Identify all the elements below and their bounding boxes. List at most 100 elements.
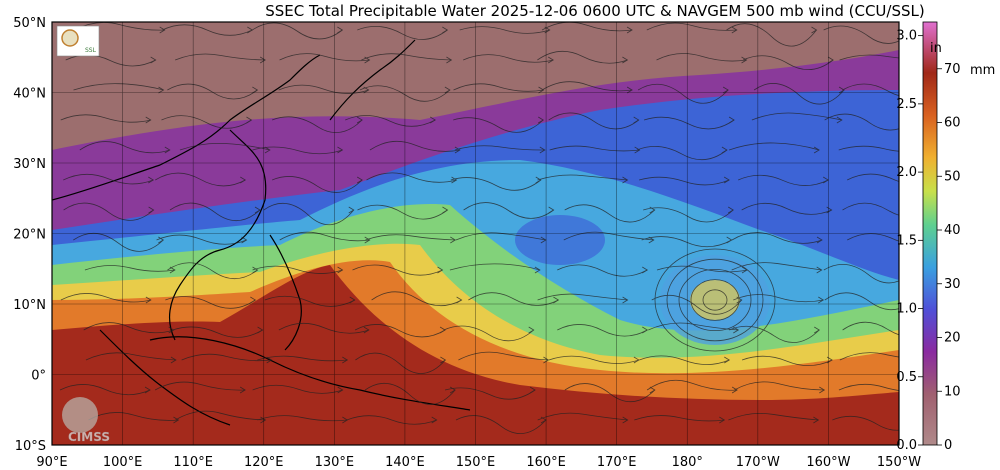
streamline <box>731 232 823 244</box>
streamline <box>179 142 271 151</box>
wind-arrow <box>539 146 546 154</box>
streamline <box>637 83 729 104</box>
streamline <box>79 141 170 154</box>
wind-arrow <box>547 56 554 64</box>
wind-arrow <box>622 56 629 64</box>
streamline <box>639 176 730 186</box>
streamline <box>352 264 443 276</box>
wind-arrow <box>649 386 656 394</box>
streamline <box>156 234 247 245</box>
wind-arrow <box>648 236 655 244</box>
streamline <box>842 202 899 216</box>
colorbar-gradient <box>922 21 938 446</box>
wind-arrow <box>264 146 271 154</box>
wind-arrow <box>633 116 640 124</box>
wind-arrow <box>337 386 344 394</box>
wind-arrow <box>252 86 259 94</box>
streamline <box>63 173 154 185</box>
wind-arrow <box>440 356 447 364</box>
streamline <box>181 353 272 362</box>
wind-arrow <box>538 116 545 124</box>
wind-arrow <box>819 386 826 394</box>
inch-ticks: 3.0 2.5 2.0 1.5 1.0 0.5 0.0 <box>896 29 923 453</box>
inch-tick: 0.5 <box>896 370 917 385</box>
streamline <box>842 83 899 97</box>
streamline <box>839 352 899 361</box>
wind-arrow <box>553 296 560 304</box>
wind-arrow <box>349 296 356 304</box>
streamline <box>643 207 734 223</box>
lon-label: 160°E <box>526 455 566 470</box>
wind-arrow <box>148 206 155 214</box>
streamline <box>264 295 355 307</box>
streamline <box>643 116 735 130</box>
wind-arrow <box>150 56 157 64</box>
streamline <box>741 355 833 366</box>
wind-arrow <box>337 266 344 274</box>
wind-arrow <box>634 146 641 154</box>
wind-arrow <box>816 236 823 244</box>
streamline <box>252 384 343 394</box>
streamline <box>541 22 633 32</box>
streamline <box>729 325 820 343</box>
streamline <box>59 384 151 396</box>
wind-arrow <box>356 116 363 124</box>
wind-arrow <box>446 56 453 64</box>
streamline <box>656 265 748 273</box>
inch-tick: 2.5 <box>896 97 917 112</box>
wind-arrow <box>254 206 261 214</box>
wind-arrow <box>145 116 152 124</box>
wind-arrow <box>827 56 834 64</box>
streamline <box>345 115 436 127</box>
map-frame <box>51 21 900 446</box>
wind-arrow <box>159 26 166 34</box>
lon-label: 90°E <box>36 455 67 470</box>
lon-label: 170°W <box>736 455 780 470</box>
streamline <box>63 202 154 221</box>
streamline <box>564 204 655 223</box>
wind-arrow <box>826 356 833 364</box>
streamline <box>564 383 656 403</box>
mm-tick: 10 <box>944 384 961 399</box>
wind-arrow <box>741 56 748 64</box>
streamline <box>541 81 633 92</box>
title-text: SSEC Total Precipitable Water 2025-12-06… <box>265 2 925 20</box>
streamline <box>271 116 363 133</box>
wind-arrow <box>548 206 555 214</box>
wind-arrow <box>342 356 349 364</box>
lon-label: 170°E <box>597 455 637 470</box>
wind-arrow <box>145 296 152 304</box>
streamline <box>278 322 369 334</box>
wind-arrow <box>721 146 728 154</box>
wind-arrow <box>173 416 180 424</box>
wind-arrow <box>430 116 436 124</box>
streamline <box>154 381 246 391</box>
lon-label: 120°E <box>244 455 284 470</box>
streamline <box>167 83 258 100</box>
streamline <box>537 412 628 421</box>
streamline <box>272 176 363 193</box>
wind-arrow <box>337 146 344 154</box>
wind-arrow <box>728 206 734 214</box>
wind-arrow <box>148 176 155 184</box>
streamline <box>60 293 151 303</box>
lat-label: 40°N <box>13 87 46 102</box>
streamline <box>847 233 899 242</box>
wind-arrow <box>909 267 914 273</box>
streamline <box>734 381 825 391</box>
streamline <box>278 84 369 94</box>
streamline <box>459 26 550 34</box>
streamline <box>357 26 448 40</box>
wind-arrow <box>818 296 825 304</box>
streamline <box>838 145 899 152</box>
streamline <box>83 322 174 334</box>
wind-arrow <box>266 356 273 364</box>
wind-arrow <box>529 386 536 394</box>
streamline <box>728 412 819 421</box>
inch-tick: 1.5 <box>896 233 917 248</box>
svg-text:SSL: SSL <box>85 47 97 54</box>
wind-arrow <box>910 117 915 123</box>
wind-arrow <box>240 176 247 184</box>
streamline <box>450 177 542 191</box>
streamline <box>468 292 559 306</box>
